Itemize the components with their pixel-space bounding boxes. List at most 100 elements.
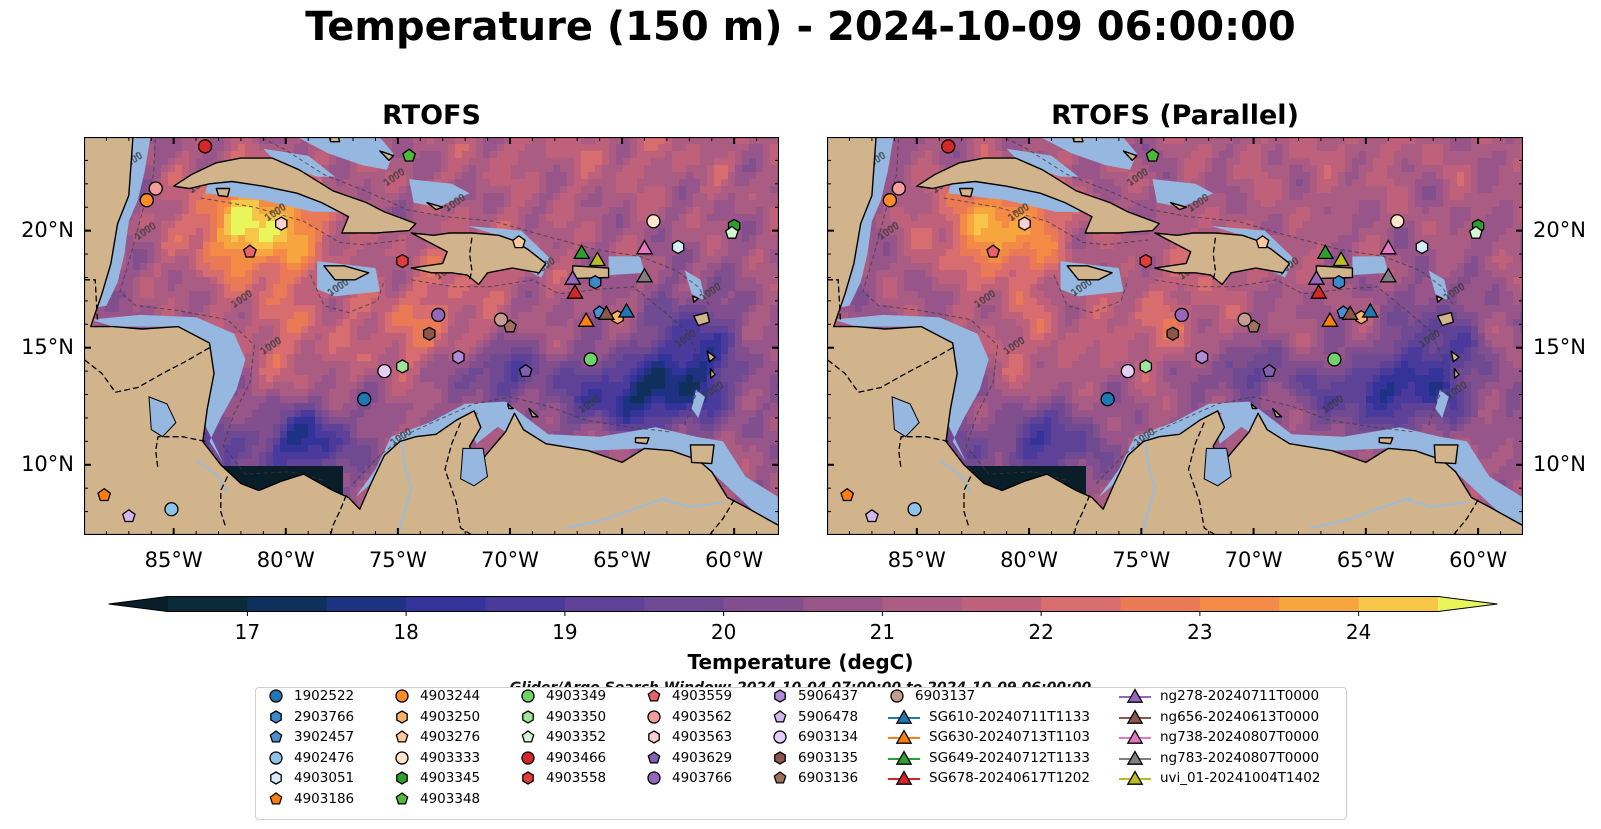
colorbar-segment <box>247 596 328 612</box>
legend-pentagon <box>647 750 661 764</box>
marker-4903348 <box>402 148 417 162</box>
marker-ng656-20240613T0000 <box>1341 304 1359 320</box>
legend-label: 6903134 <box>798 729 859 745</box>
lat-tick-label-right: 10°N <box>1533 451 1586 476</box>
marker-4902476 <box>164 502 179 517</box>
marker-1902522 <box>1100 392 1115 407</box>
legend-pentagon <box>269 791 283 805</box>
colorbar-segment <box>1199 596 1280 612</box>
hexagon-marker-icon <box>270 709 282 724</box>
triangle-marker-icon <box>888 749 920 765</box>
marker-SG649-20240712T1133 <box>1316 244 1335 260</box>
legend-label: 4903186 <box>294 790 355 807</box>
marker-4903352 <box>724 225 739 239</box>
marker-4903350 <box>396 359 409 374</box>
legend-label: 4902476 <box>294 749 355 766</box>
marker-4903466 <box>941 139 956 154</box>
marker-2903766 <box>588 274 602 290</box>
colorbar-extend-high <box>1438 596 1498 612</box>
country-borders <box>84 237 735 535</box>
legend-label: 4903563 <box>672 729 733 745</box>
colorbar-segment <box>485 596 566 612</box>
marker-4903333 <box>1390 214 1405 229</box>
colorbar-tick-label: 24 <box>1345 620 1372 644</box>
colorbar-segment <box>168 596 248 612</box>
legend-circle <box>647 709 661 724</box>
circle-marker-icon <box>647 771 661 785</box>
map-content: 1000100010001000100010001000100010001000… <box>827 137 1523 535</box>
colorbar-label: Temperature (degC) <box>687 650 914 674</box>
legend-item: 4903766 <box>644 768 732 788</box>
legend-item: uvi_01-20241004T1402 <box>1118 768 1320 788</box>
legend-item: SG678-20240617T1202 <box>887 768 1090 788</box>
marker-5906478 <box>864 508 879 523</box>
legend-label: 4903352 <box>546 729 607 745</box>
legend-label: ng278-20240711T0000 <box>1160 688 1320 704</box>
figure-title: Temperature (150 m) - 2024-10-09 06:00:0… <box>305 4 1296 50</box>
circle-marker-icon <box>395 750 409 765</box>
triangle-marker-icon <box>1119 770 1151 785</box>
marker-SG678-20240617T1202 <box>566 283 584 299</box>
triangle-marker-icon <box>1119 688 1151 703</box>
legend-item: 4903559 <box>644 686 732 706</box>
legend-triangle <box>1126 708 1144 724</box>
legend-label: 5906437 <box>798 688 859 704</box>
marker-uvi_01-20241004T1402 <box>1332 250 1350 267</box>
legend-label: 4903349 <box>546 688 607 704</box>
pentagon-marker-icon <box>269 791 283 805</box>
hexagon-marker-icon <box>648 730 660 744</box>
legend-item: 4903051 <box>266 768 354 788</box>
tick-marks <box>827 137 1523 535</box>
legend-pentagon <box>647 689 661 702</box>
legend-label: 1902522 <box>294 688 355 704</box>
marker-4903186 <box>97 487 112 502</box>
tick-marks <box>84 137 779 535</box>
legend-item: 6903137 <box>887 686 975 706</box>
marker-SG610-20240711T1133 <box>1361 302 1380 318</box>
legend-label: uvi_01-20241004T1402 <box>1160 770 1321 786</box>
legend-label: 4903466 <box>546 749 607 766</box>
legend-item: 5906478 <box>770 707 858 727</box>
legend-hexagon <box>270 771 282 785</box>
legend-triangle <box>1126 770 1144 785</box>
legend-item: SG649-20240712T1133 <box>887 748 1090 768</box>
legend-triangle <box>895 749 913 765</box>
legend-item: 2903766 <box>266 707 354 727</box>
legend-item: 6903135 <box>770 748 858 768</box>
legend-item: 5906437 <box>770 686 858 706</box>
legend-item: 4903562 <box>644 707 732 727</box>
landmass <box>827 137 1523 535</box>
circle-marker-icon <box>521 750 535 765</box>
legend-triangle <box>895 708 913 724</box>
legend-pentagon <box>395 791 409 805</box>
circle-marker-icon <box>773 730 787 744</box>
marker-6903137 <box>1237 312 1252 327</box>
legend-item: 4903466 <box>518 748 606 768</box>
legend-item: 4902476 <box>266 748 354 768</box>
lon-tick-label: 75°W <box>368 548 427 572</box>
legend-hexagon <box>270 709 282 724</box>
legend-label: 4903348 <box>420 790 481 807</box>
pentagon-marker-icon <box>647 750 661 764</box>
landmass <box>84 137 779 535</box>
marker-4903559 <box>242 244 257 258</box>
legend-label: SG610-20240711T1133 <box>929 708 1090 725</box>
legend-circle <box>647 771 661 785</box>
legend-item: 6903136 <box>770 768 858 788</box>
legend-pentagon <box>773 709 787 723</box>
legend-pentagon <box>521 730 535 743</box>
legend-item: 4903345 <box>392 768 480 788</box>
legend-item: 4903186 <box>266 789 354 809</box>
lon-tick-label: 75°W <box>1112 548 1171 572</box>
marker-SG630-20240713T1103 <box>577 311 595 327</box>
colorbar-segment <box>882 596 963 612</box>
lat-tick-label-right: 20°N <box>1533 217 1586 242</box>
pentagon-marker-icon <box>269 730 283 743</box>
circle-marker-icon <box>269 750 283 765</box>
marker-SG630-20240713T1103 <box>1321 311 1339 327</box>
legend-item: 4903349 <box>518 686 606 706</box>
legend-triangle <box>1126 688 1144 703</box>
colorbar-tick-labels: 17 18 19 20 21 22 23 24 <box>0 620 1601 650</box>
lon-tick-label: 85°W <box>887 548 946 572</box>
marker-2903766 <box>1332 274 1346 290</box>
